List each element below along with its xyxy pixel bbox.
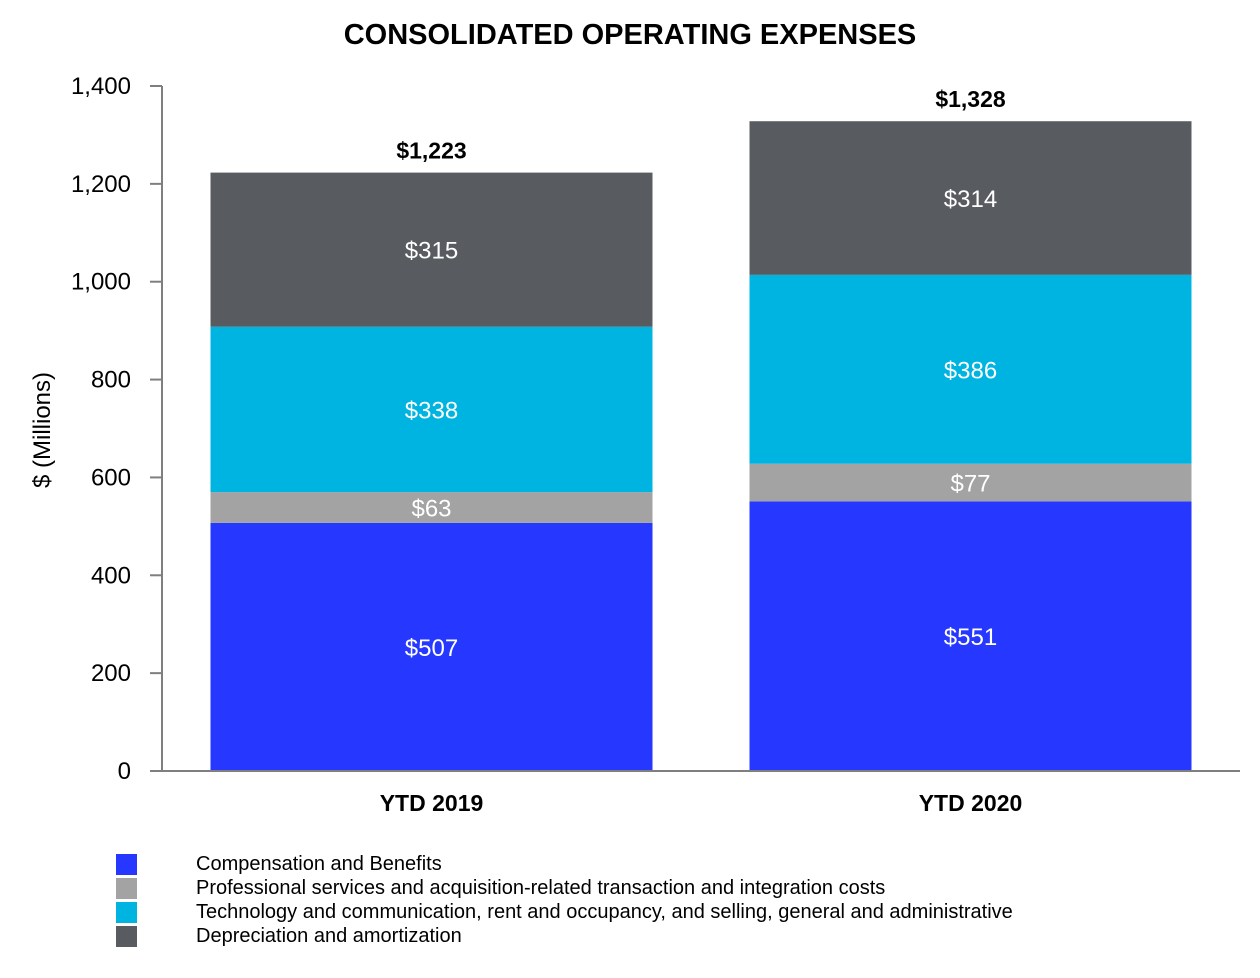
data-label: $63 [411, 496, 451, 523]
bar-segment [749, 121, 1192, 275]
total-label: $1,328 [935, 86, 1006, 112]
legend-label: Compensation and Benefits [196, 853, 442, 875]
data-label: $507 [405, 635, 458, 662]
data-label: $551 [944, 624, 997, 651]
y-tick-label: 600 [91, 464, 131, 491]
bar-segment [749, 274, 1192, 464]
y-tick-label: 1,200 [71, 171, 131, 198]
bar-segment [210, 326, 653, 493]
y-tick-label: 800 [91, 367, 131, 394]
y-tick-label: 1,400 [71, 73, 131, 100]
bar-segment [210, 522, 653, 771]
bar-segment [210, 172, 653, 327]
y-tick-label: 1,000 [71, 269, 131, 296]
y-tick-label: 400 [91, 562, 131, 589]
data-label: $315 [405, 238, 458, 265]
data-label: $314 [944, 186, 997, 213]
y-axis-title: $ (Millions) [29, 372, 56, 488]
legend-swatch [116, 878, 137, 899]
legend-label: Technology and communication, rent and o… [196, 901, 1013, 923]
data-label: $77 [950, 471, 990, 498]
legend-label: Depreciation and amortization [196, 925, 462, 947]
plot-area: 0 200 400 600 800 1,000 1,200 1,400 $507 $63 $338 $… [71, 73, 1240, 816]
legend-swatch [116, 854, 137, 875]
y-tick-label: 200 [91, 660, 131, 687]
legend-swatch [116, 926, 137, 947]
data-label: $338 [405, 397, 458, 424]
bar-segment [749, 501, 1192, 771]
bar-segment [210, 492, 653, 523]
data-label: $386 [944, 357, 997, 384]
x-tick-label: YTD 2020 [919, 790, 1023, 816]
y-tick-label: 0 [118, 758, 131, 785]
x-tick-label: YTD 2019 [380, 790, 484, 816]
legend-label: Professional services and acquisition-re… [196, 877, 886, 899]
chart-title: CONSOLIDATED OPERATING EXPENSES [344, 19, 917, 51]
bar-segment [749, 463, 1192, 502]
total-label: $1,223 [396, 138, 466, 164]
legend-swatch [116, 902, 137, 923]
chart: CONSOLIDATED OPERATING EXPENSES $ (Milli… [29, 19, 1240, 816]
